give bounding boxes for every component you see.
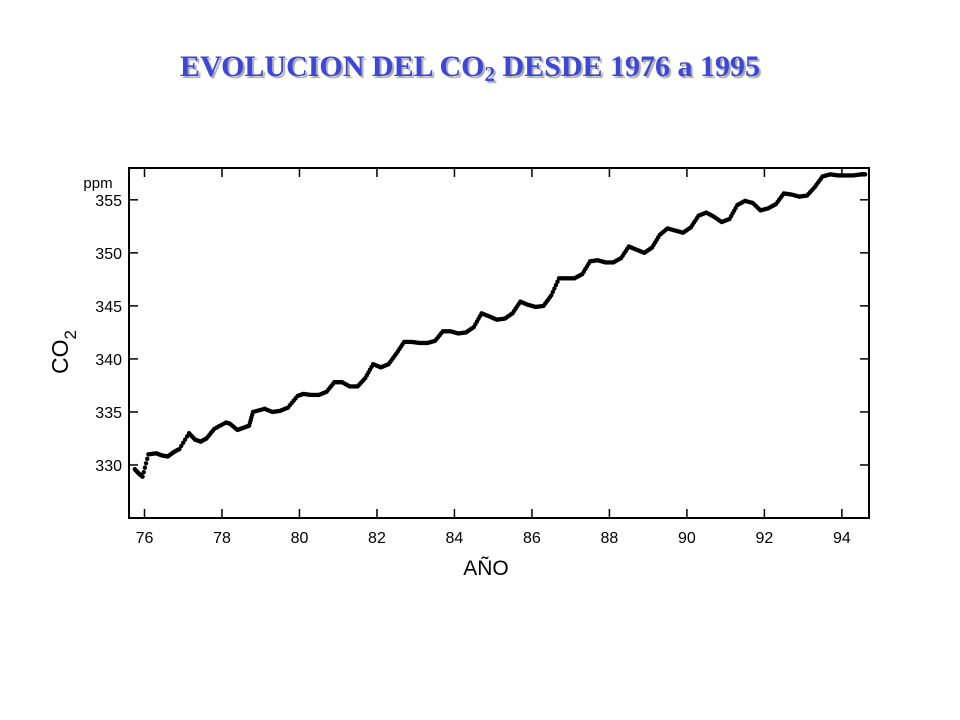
data-point <box>550 289 556 295</box>
x-tick-label: 90 <box>678 530 696 547</box>
plot-frame <box>128 167 870 519</box>
y-tick-label: 340 <box>95 352 122 369</box>
x-tick-label: 82 <box>368 530 386 547</box>
x-tick-label: 88 <box>601 530 619 547</box>
x-tick-label: 94 <box>833 530 851 547</box>
x-tick-label: 76 <box>136 530 154 547</box>
y-axis-label-main: CO <box>47 339 73 374</box>
data-points <box>132 172 868 479</box>
title-subscript: 2 <box>484 62 495 86</box>
title-main: EVOLUCION DEL CO <box>180 50 485 83</box>
data-point <box>142 465 148 470</box>
y-tick-label: 355 <box>95 193 122 210</box>
x-tick-label: 78 <box>213 530 231 547</box>
data-point <box>549 293 554 298</box>
data-point <box>141 469 146 475</box>
x-tick-labels: 76 78 80 82 84 86 88 90 92 94 <box>136 530 851 547</box>
x-tick-label: 92 <box>755 530 773 547</box>
y-tick-label: 350 <box>95 246 122 263</box>
data-point <box>553 282 559 288</box>
x-tick-label: 84 <box>446 530 464 547</box>
y-axis-label-text: CO2 <box>47 330 80 374</box>
y-tick-label: 335 <box>95 405 122 422</box>
y-axis-label: CO2 <box>47 330 80 374</box>
data-point <box>140 474 145 479</box>
data-point <box>555 279 560 284</box>
data-point <box>143 461 149 466</box>
data-point <box>145 456 150 462</box>
data-point <box>177 446 182 452</box>
data-point <box>179 443 184 449</box>
x-tick-label: 80 <box>291 530 309 547</box>
data-point <box>182 437 188 442</box>
x-tick-label: 86 <box>523 530 541 547</box>
data-point <box>552 286 557 291</box>
axis-ticks <box>129 168 869 518</box>
y-tick-label: 330 <box>95 458 122 475</box>
data-point <box>862 172 868 177</box>
title-rest: DESDE 1976 a 1995 <box>494 50 760 83</box>
y-tick-labels: 330 335 340 345 350 355 <box>95 193 122 475</box>
y-axis-label-sub: 2 <box>61 330 80 339</box>
y-unit-label: ppm <box>83 175 112 192</box>
x-axis-label: AÑO <box>463 556 509 577</box>
data-point <box>181 440 186 445</box>
y-tick-label: 345 <box>95 299 122 316</box>
slide-title: EVOLUCION DEL CO2 DESDE 1976 a 1995 <box>0 50 940 86</box>
